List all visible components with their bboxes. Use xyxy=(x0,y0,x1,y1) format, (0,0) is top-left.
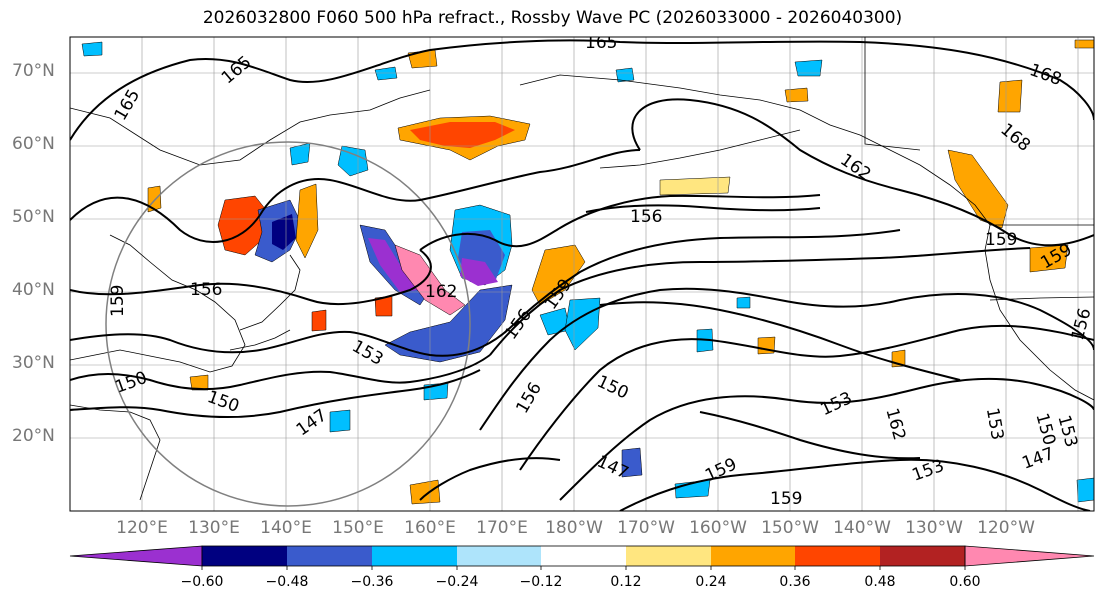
colorbar-tick-label: −0.48 xyxy=(265,574,309,590)
anomaly-patch xyxy=(311,309,327,332)
anomaly-patch xyxy=(410,122,515,148)
lon-label-160w: 160°W xyxy=(689,518,747,538)
colorbar-tick-label: −0.12 xyxy=(519,574,563,590)
anomaly-patch xyxy=(147,185,162,213)
height-contours xyxy=(70,39,1094,511)
colorbar-tick-label: 0.12 xyxy=(610,574,642,590)
contour-label: 156 xyxy=(190,280,222,300)
anomaly-patch xyxy=(784,87,809,103)
colorbar-segment xyxy=(795,546,880,566)
colorbar-segment xyxy=(711,546,795,566)
colorbar-segment xyxy=(202,546,287,566)
colorbar-tick-label: 0.24 xyxy=(695,574,727,590)
lon-label-170e: 170°E xyxy=(476,518,528,538)
anomaly-patch xyxy=(81,41,103,57)
anomaly-patch xyxy=(736,296,751,309)
lon-label-140w: 140°W xyxy=(833,518,891,538)
map-background xyxy=(70,37,1094,511)
contour-label: 159 xyxy=(985,230,1017,250)
colorbar-segment xyxy=(880,546,965,566)
colorbar-frame xyxy=(201,545,966,567)
highlight-circle xyxy=(105,141,471,507)
anomaly-patch xyxy=(1074,39,1094,49)
lon-label-160e: 160°E xyxy=(404,518,456,538)
colorbar-segment xyxy=(69,545,203,567)
anomaly-patch xyxy=(460,258,498,286)
lon-label-130w: 130°W xyxy=(905,518,963,538)
anomaly-patch xyxy=(794,59,823,77)
anomaly-patch xyxy=(615,67,635,83)
colorbar-segment xyxy=(372,546,457,566)
anomaly-patch xyxy=(329,409,351,433)
lat-label-50n: 50°N xyxy=(12,207,55,227)
anomaly-patch xyxy=(947,149,1009,229)
colorbar-segment xyxy=(541,546,626,566)
contour-label: 165 xyxy=(585,33,617,53)
coastlines xyxy=(70,37,1094,501)
anomaly-fills xyxy=(81,39,1094,505)
lat-label-70n: 70°N xyxy=(12,61,55,81)
lat-label-40n: 40°N xyxy=(12,280,55,300)
colorbar-tick-label: −0.36 xyxy=(350,574,394,590)
lon-label-120w: 120°W xyxy=(977,518,1035,538)
anomaly-patch xyxy=(295,183,319,259)
anomaly-patch xyxy=(337,145,369,177)
anomaly-patch xyxy=(1076,477,1094,503)
lat-label-30n: 30°N xyxy=(12,353,55,373)
lon-label-170w: 170°W xyxy=(617,518,675,538)
colorbar-tick-label: 0.60 xyxy=(949,574,981,590)
graticule xyxy=(70,37,1094,511)
colorbar-tick-label: 0.36 xyxy=(779,574,811,590)
anomaly-patch xyxy=(1029,244,1069,273)
anomaly-patch xyxy=(659,176,731,196)
colorbar-segment xyxy=(457,546,541,566)
lon-label-150e: 150°E xyxy=(332,518,384,538)
map-frame xyxy=(69,36,1095,512)
anomaly-patch xyxy=(272,214,296,250)
colorbar-tick-label: −0.60 xyxy=(180,574,224,590)
lon-label-120e: 120°E xyxy=(116,518,168,538)
anomaly-patch xyxy=(621,447,643,478)
contour-label: 159 xyxy=(108,285,128,317)
colorbar xyxy=(69,545,1095,570)
lat-label-20n: 20°N xyxy=(12,426,55,446)
colorbar-ticks xyxy=(201,566,966,570)
colorbar-tick-label: −0.24 xyxy=(435,574,479,590)
anomaly-patch xyxy=(374,66,398,81)
colorbar-tick-label: 0.48 xyxy=(864,574,896,590)
lon-label-130e: 130°E xyxy=(188,518,240,538)
colorbar-segment xyxy=(287,546,372,566)
colorbar-segment xyxy=(626,546,711,566)
anomaly-patch xyxy=(289,142,311,166)
colorbar-segment xyxy=(964,545,1095,567)
anomaly-patch xyxy=(368,238,418,292)
contour-label: 162 xyxy=(425,282,457,302)
lon-label-140e: 140°E xyxy=(260,518,312,538)
anomaly-patch xyxy=(217,195,271,256)
map-title: 2026032800 F060 500 hPa refract., Rossby… xyxy=(202,8,903,28)
contour-label: 156 xyxy=(630,207,662,227)
anomaly-patch xyxy=(997,79,1023,113)
lat-label-60n: 60°N xyxy=(12,134,55,154)
contour-label: 159 xyxy=(770,489,802,509)
lon-label-180w: 180°W xyxy=(545,518,603,538)
lon-label-150w: 150°W xyxy=(761,518,819,538)
anomaly-patch xyxy=(409,479,441,505)
anomaly-patch xyxy=(531,244,586,306)
